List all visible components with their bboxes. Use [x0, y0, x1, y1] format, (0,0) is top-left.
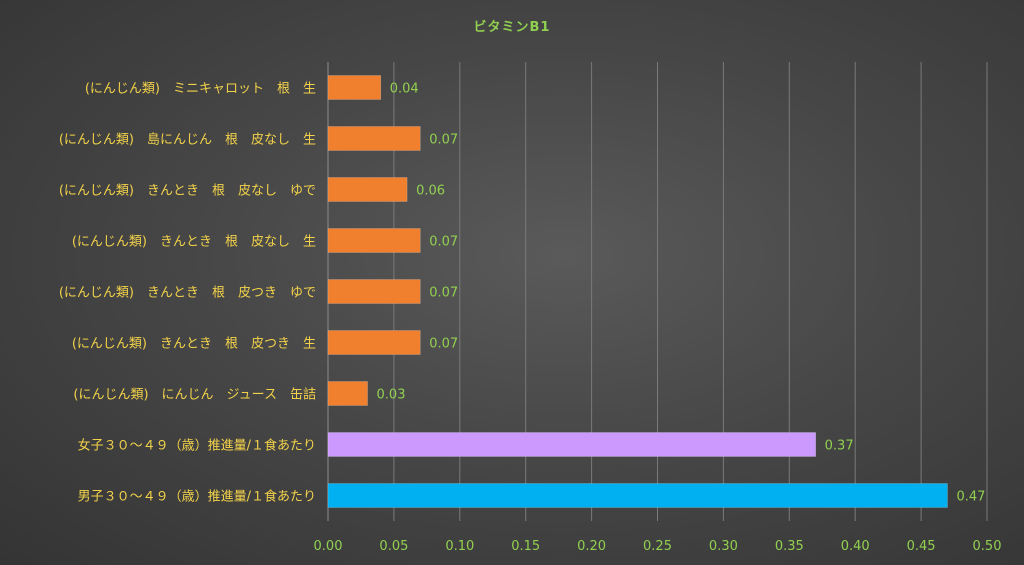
x-tick-label: 0.10 [445, 539, 474, 554]
bars [327, 75, 948, 508]
chart-title: ビタミンB1 [474, 19, 551, 35]
bar [327, 126, 421, 151]
data-label: 0.07 [429, 133, 458, 148]
data-label: 0.37 [825, 439, 854, 454]
data-label: 0.47 [956, 490, 985, 505]
category-label: (にんじん類) きんとき 根 皮なし 生 [72, 235, 316, 250]
x-tick-label: 0.05 [379, 539, 408, 554]
x-axis-ticks: 0.00 0.05 0.10 0.15 0.20 0.25 0.30 0.35 0.40 0.45… [314, 539, 1002, 554]
bar [327, 483, 948, 508]
category-label: (にんじん類) きんとき 根 皮つき 生 [72, 337, 316, 352]
category-label: 女子３０～４９（歳）推進量/１食あたり [78, 438, 316, 454]
category-labels: (にんじん類) ミニキャロット 根 生 (にんじん類) 島にんじん 根 皮なし 生… [59, 82, 316, 505]
x-tick-label: 0.00 [314, 539, 343, 554]
data-label: 0.07 [429, 286, 458, 301]
data-label: 0.07 [429, 235, 458, 250]
bar [327, 177, 408, 202]
data-label: 0.04 [390, 82, 419, 97]
category-label: 男子３０～４９（歳）推進量/１食あたり [78, 489, 316, 505]
x-tick-label: 0.50 [973, 539, 1002, 554]
x-tick-label: 0.25 [643, 539, 672, 554]
x-tick-label: 0.45 [907, 539, 936, 554]
bar [327, 381, 368, 406]
category-label: (にんじん類) きんとき 根 皮つき ゆで [59, 286, 316, 301]
data-label: 0.06 [416, 184, 445, 199]
x-tick-label: 0.15 [511, 539, 540, 554]
bar [327, 432, 816, 457]
category-label: (にんじん類) 島にんじん 根 皮なし 生 [59, 133, 316, 148]
x-tick-label: 0.30 [709, 539, 738, 554]
x-tick-label: 0.40 [841, 539, 870, 554]
data-labels: 0.04 0.07 0.06 0.07 0.07 0.07 0.03 0.37 0.47 [377, 82, 986, 505]
bar [327, 279, 421, 304]
bar [327, 228, 421, 253]
category-label: (にんじん類) ミニキャロット 根 生 [85, 82, 316, 97]
bar [327, 330, 421, 355]
category-label: (にんじん類) にんじん ジュース 缶詰 [73, 387, 316, 403]
bar [327, 75, 381, 100]
category-label: (にんじん類) きんとき 根 皮なし ゆで [59, 184, 316, 199]
data-label: 0.07 [429, 337, 458, 352]
x-tick-label: 0.20 [577, 539, 606, 554]
data-label: 0.03 [377, 388, 406, 403]
x-tick-label: 0.35 [775, 539, 804, 554]
